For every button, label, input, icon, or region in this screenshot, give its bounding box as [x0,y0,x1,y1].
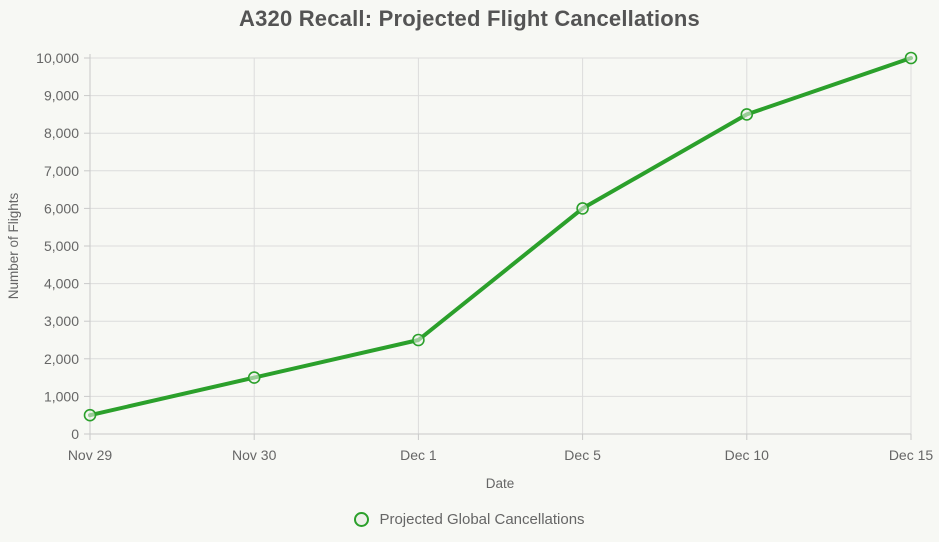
x-axis-title: Date [486,476,515,491]
y-tick-label: 6,000 [44,200,79,216]
data-point-marker [576,202,589,215]
chart-title: A320 Recall: Projected Flight Cancellati… [239,6,700,31]
y-tick-label: 10,000 [36,50,79,66]
x-tick-label: Dec 1 [400,447,437,463]
y-tick-label: 5,000 [44,238,79,254]
data-point-marker [904,51,918,65]
data-point-marker [412,333,425,347]
legend: Projected Global Cancellations [0,511,939,528]
data-series-line [83,51,918,422]
x-tick-label: Dec 15 [889,447,934,463]
x-tick-label: Dec 5 [564,447,601,463]
legend-item-projected-global-cancellations[interactable]: Projected Global Cancellations [354,511,585,528]
y-axis-title: Number of Flights [6,192,21,299]
data-point-marker [83,408,97,422]
x-tick-label: Nov 29 [68,447,113,463]
y-tick-label: 2,000 [44,351,79,367]
gridlines [89,57,912,435]
y-tick-label: 9,000 [44,88,79,104]
tick-labels: 0 1,000 2,000 3,000 4,000 5,000 6,000 7,000 8,00… [36,50,933,463]
y-tick-label: 8,000 [44,125,79,141]
series-line [88,56,913,418]
y-tick-label: 3,000 [44,313,79,329]
x-tick-label: Nov 30 [232,447,277,463]
data-point-marker [740,108,754,121]
axes-and-ticks [84,54,912,440]
legend-label: Projected Global Cancellations [379,511,585,528]
legend-circle-marker-icon [354,512,370,527]
y-tick-label: 7,000 [44,163,79,179]
y-tick-label: 4,000 [44,276,79,292]
y-tick-label: 0 [71,426,79,442]
data-point-marker [247,371,261,384]
x-tick-label: Dec 10 [725,447,770,463]
y-tick-label: 1,000 [44,388,79,404]
